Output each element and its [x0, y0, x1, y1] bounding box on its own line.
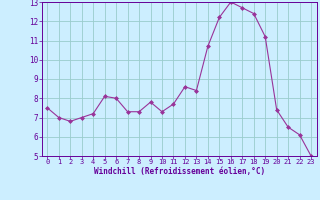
X-axis label: Windchill (Refroidissement éolien,°C): Windchill (Refroidissement éolien,°C): [94, 167, 265, 176]
